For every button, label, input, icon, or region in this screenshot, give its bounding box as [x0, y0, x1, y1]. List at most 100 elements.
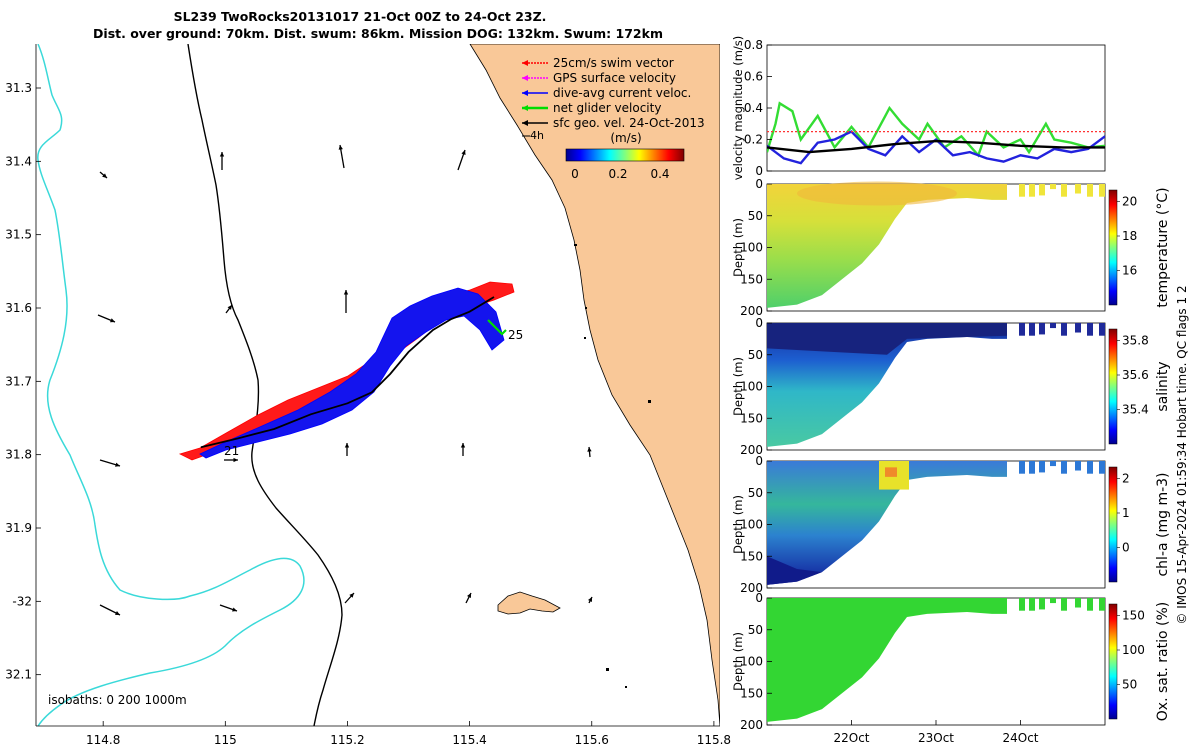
track-start-label: 21: [224, 444, 239, 458]
section-colorbar: [1108, 328, 1118, 445]
map-panel: 114.8 115 115.2 115.4 115.6 115.8 31.331.431.…: [5, 44, 731, 747]
colorbar-tick-label: 2: [1122, 472, 1130, 486]
section-cast: [1019, 323, 1025, 336]
velocity-panel: 0 0.2 0.4 0.6 0.8 velocity magnitude (m/s): [731, 36, 1106, 181]
section-colorbar: [1108, 603, 1118, 720]
colorbar-label: chl-a (mg m-3): [1155, 472, 1171, 576]
section-cast: [1050, 598, 1056, 604]
map-x-tick-label: 115.6: [575, 733, 609, 747]
map-colorbar: [565, 148, 685, 162]
geo-arrow-head: [219, 152, 225, 157]
depth-tick-label: 50: [748, 348, 763, 362]
net-glider-velocity: [487, 319, 507, 336]
depth-tick-label: 150: [740, 549, 763, 563]
title-line-1: SL239 TwoRocks20131017 21-Oct 00Z to 24-…: [174, 9, 547, 24]
isobaths-note: isobaths: 0 200 1000m: [48, 693, 187, 707]
scale-4h-label: 4h: [530, 129, 544, 142]
geo-arrow-head: [115, 462, 120, 467]
section-cast: [1019, 461, 1025, 474]
legend-item-label: sfc geo. vel. 24-Oct-2013: [553, 116, 705, 130]
velocity-y-tick-label: 0: [755, 164, 763, 178]
depth-tick-label: 200: [740, 718, 763, 732]
section-cast: [1061, 323, 1067, 336]
section-cast: [1087, 184, 1093, 197]
section-fill: [767, 598, 1007, 722]
colorbar-tick-label: 100: [1122, 643, 1145, 657]
map-islet: [574, 244, 577, 246]
section-fill: [767, 323, 1007, 447]
current-velocity-swath: [199, 287, 505, 459]
section-cast: [1029, 461, 1035, 474]
depth-tick-label: 100: [740, 241, 763, 255]
section-cast: [1099, 184, 1105, 197]
map-islet: [625, 686, 627, 688]
geo-arrow-head: [232, 607, 237, 612]
colorbar-tick-label: 150: [1122, 609, 1145, 623]
legend-swatch-head: [522, 105, 528, 111]
section-cast: [1075, 323, 1081, 333]
date-tick-label: 22Oct: [833, 731, 869, 745]
colorbar-tick-label: 35.8: [1122, 334, 1149, 348]
map-x-tick-label: 115.4: [452, 733, 486, 747]
section-cast: [1075, 461, 1081, 471]
map-colorbar-ticks: 0 0.2 0.4: [571, 167, 669, 181]
salinity-fresh-layer: [767, 323, 1007, 355]
section-cast: [1039, 323, 1045, 335]
section-cast: [1050, 461, 1056, 467]
colorbar-tick-label: 0: [1122, 541, 1130, 555]
depth-tick-label: 0: [755, 316, 763, 330]
section-cast: [1019, 184, 1025, 197]
chl-deep-low: [767, 556, 822, 585]
depth-axis-label: Depth (m): [731, 632, 745, 691]
section-colorbar: [1108, 189, 1118, 306]
map-y-ticks: 31.3 31.4 31.5 31.6 31.7 31.8 31.9 -32 32.1: [5, 81, 41, 682]
section-cast: [1029, 323, 1035, 336]
map-x-tick-label: 115.8: [697, 733, 731, 747]
depth-tick-label: 0: [755, 454, 763, 468]
map-colorbar-tick-label: 0.4: [650, 167, 669, 181]
map-colorbar-tick-label: 0.2: [608, 167, 627, 181]
velocity-y-label: velocity magnitude (m/s): [731, 36, 745, 181]
velocity-y-ticks: 0 0.2 0.4 0.6 0.8: [744, 38, 772, 178]
isobath-1000m: [37, 44, 305, 726]
geo-arrow-head: [102, 173, 107, 178]
geo-arrow-head: [467, 593, 471, 598]
section-cast: [1039, 461, 1045, 473]
depth-tick-label: 150: [740, 272, 763, 286]
colorbar-tick-label: 16: [1122, 264, 1137, 278]
side-stamp: © IMOS 15-Apr-2024 01:59:34 Hobart time.…: [1175, 285, 1189, 624]
geo-arrow-head: [460, 443, 466, 448]
track-line: [200, 296, 495, 449]
series-line: [767, 139, 1105, 154]
depth-tick-label: 200: [740, 304, 763, 318]
map-y-tick-label: -32: [12, 594, 32, 608]
colorbar-label: temperature (°C): [1155, 187, 1171, 307]
depth-tick-label: 0: [755, 591, 763, 605]
velocity-y-tick-label: 0.4: [744, 101, 763, 115]
section-cast: [1099, 598, 1105, 611]
section-cast: [1061, 184, 1067, 197]
section-cast: [1019, 598, 1025, 611]
depth-tick-label: 200: [740, 443, 763, 457]
section-cast: [1050, 323, 1056, 329]
geo-arrow-head: [115, 611, 120, 615]
section-cast: [1099, 461, 1105, 474]
depth-tick-label: 100: [740, 655, 763, 669]
map-islet: [584, 337, 586, 339]
section-fill: [767, 184, 1007, 308]
depth-axis-label: Depth (m): [731, 495, 745, 554]
map-y-tick-label: 31.7: [5, 374, 32, 388]
depth-axis-label: Depth (m): [731, 357, 745, 416]
map-colorbar-title: (m/s): [610, 131, 641, 145]
map-y-tick-label: 31.5: [5, 228, 32, 242]
map-islet: [585, 307, 587, 309]
map-y-tick-label: 32.1: [5, 668, 32, 682]
section-cast: [1050, 184, 1056, 190]
legend-item-label: dive-avg current veloc.: [553, 86, 691, 100]
section-panel-salinity: 0 50 100 150 200 Depth (m) 35.4 35.6 35.8 salinit…: [731, 316, 1171, 457]
depth-tick-label: 150: [740, 411, 763, 425]
series-line: [767, 130, 1105, 165]
